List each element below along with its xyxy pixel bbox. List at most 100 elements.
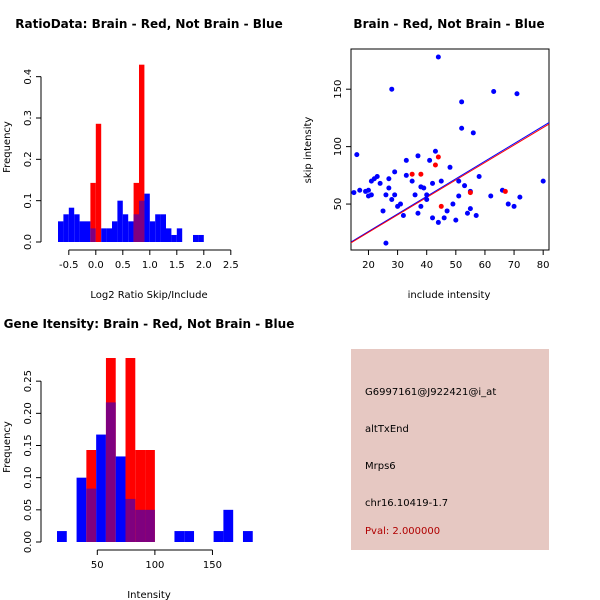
x-tick-label: 100 bbox=[145, 560, 164, 571]
not-brain-bar bbox=[74, 214, 80, 242]
not-brain-bar bbox=[198, 234, 204, 242]
brain-point bbox=[432, 162, 438, 168]
not-brain-bar bbox=[106, 228, 112, 242]
not-brain-point bbox=[447, 164, 453, 170]
not-brain-point bbox=[392, 192, 398, 198]
not-brain-bar bbox=[76, 477, 87, 542]
x-tick-label: 2.5 bbox=[223, 260, 239, 271]
x-tick-label: 0.0 bbox=[88, 260, 104, 271]
not-brain-point bbox=[473, 213, 479, 219]
not-brain-point bbox=[368, 192, 374, 198]
scatter-xlabel: include intensity bbox=[408, 290, 491, 301]
x-tick-label: 20 bbox=[362, 260, 375, 271]
brain-bar bbox=[133, 182, 139, 242]
y-tick-label: 50 bbox=[333, 198, 344, 211]
not-brain-point bbox=[453, 217, 459, 223]
not-brain-point bbox=[409, 178, 415, 184]
scatter-plot-box bbox=[350, 48, 550, 251]
not-brain-point bbox=[377, 180, 383, 186]
not-brain-bar bbox=[112, 221, 118, 242]
not-brain-bar bbox=[166, 228, 172, 242]
scatter-panel: Brain - Red, Not Brain - Blue include in… bbox=[303, 17, 550, 301]
info-panel: G6997161@J922421@i_at altTxEnd Mrps6 chr… bbox=[351, 349, 549, 550]
y-tick-label: 0.0 bbox=[23, 234, 34, 250]
ratio-histogram-ylabel: Frequency bbox=[2, 121, 13, 173]
x-tick-label: 150 bbox=[203, 560, 222, 571]
ratio-histogram-bars bbox=[58, 64, 204, 243]
ratio-histogram-title: RatioData: Brain - Red, Not Brain - Blue bbox=[15, 17, 282, 31]
brain-bar bbox=[95, 123, 102, 242]
brain-fit-line bbox=[350, 123, 550, 244]
y-tick-label: 0.15 bbox=[23, 434, 34, 456]
not-brain-bar bbox=[63, 214, 69, 242]
brain-point bbox=[438, 203, 444, 209]
not-brain-point bbox=[415, 210, 421, 216]
not-brain-point bbox=[462, 183, 468, 189]
gene-histogram-title: Gene Itensity: Brain - Red, Not Brain - … bbox=[4, 317, 295, 331]
not-brain-bar bbox=[57, 531, 67, 542]
not-brain-bar bbox=[242, 531, 253, 542]
not-brain-point bbox=[476, 173, 482, 179]
not-brain-bar bbox=[122, 214, 129, 242]
not-brain-point bbox=[386, 176, 392, 182]
brain-point bbox=[409, 171, 415, 177]
not-brain-point bbox=[464, 210, 470, 216]
brain-bar bbox=[135, 450, 146, 542]
overlap-bar bbox=[105, 402, 116, 542]
not-brain-bar bbox=[171, 234, 177, 242]
not-brain-point bbox=[424, 196, 430, 202]
not-brain-point bbox=[424, 192, 430, 198]
not-brain-bar bbox=[96, 434, 106, 542]
not-brain-point bbox=[354, 152, 360, 158]
ratio-histogram-xlabel: Log2 Ratio Skip/Include bbox=[90, 290, 207, 301]
y-tick-label: 0.3 bbox=[23, 110, 34, 126]
x-tick-label: 2.0 bbox=[196, 260, 212, 271]
gene-histogram-panel: Gene Itensity: Brain - Red, Not Brain - … bbox=[2, 317, 294, 600]
overlap-bar bbox=[125, 498, 136, 542]
not-brain-point bbox=[403, 172, 409, 178]
y-tick-label: 0.4 bbox=[23, 69, 34, 85]
y-tick-label: 0.05 bbox=[23, 499, 34, 521]
x-tick-label: 70 bbox=[508, 260, 521, 271]
not-brain-point bbox=[357, 187, 363, 193]
ratio-histogram-axes: -0.5 0.0 0.5 1.0 1.5 2.0 2.5 0.0 0.1 0.2 0.3 0.4 bbox=[23, 69, 239, 271]
not-brain-bar bbox=[213, 531, 224, 542]
x-tick-label: 60 bbox=[479, 260, 492, 271]
not-brain-point bbox=[459, 125, 465, 131]
not-brain-point bbox=[432, 148, 438, 154]
gene-histogram-axes: 50 100 150 0.00 0.05 0.10 0.15 0.20 0.25 bbox=[23, 370, 222, 571]
scatter-title: Brain - Red, Not Brain - Blue bbox=[353, 17, 544, 31]
x-tick-label: 40 bbox=[420, 260, 433, 271]
not-brain-point bbox=[389, 196, 395, 202]
not-brain-point bbox=[470, 130, 476, 136]
not-brain-point bbox=[488, 193, 494, 199]
not-brain-bar bbox=[117, 200, 123, 242]
not-brain-bar bbox=[223, 509, 234, 542]
not-brain-point bbox=[511, 203, 517, 209]
overlap-bar bbox=[86, 488, 97, 542]
not-brain-bar bbox=[149, 221, 156, 242]
overlap-bar bbox=[133, 214, 139, 242]
probe-id: G6997161@J922421@i_at bbox=[365, 387, 497, 398]
not-brain-point bbox=[430, 215, 436, 221]
y-tick-label: 0.2 bbox=[23, 151, 34, 167]
gene-histogram-xlabel: Intensity bbox=[127, 590, 171, 600]
scatter-points bbox=[351, 54, 546, 246]
not-brain-point bbox=[517, 194, 523, 200]
not-brain-point bbox=[383, 192, 389, 198]
not-brain-point bbox=[365, 187, 371, 193]
not-brain-point bbox=[435, 54, 441, 60]
y-tick-label: 0.00 bbox=[23, 531, 34, 553]
not-brain-point bbox=[398, 201, 403, 207]
y-tick-label: 0.10 bbox=[23, 467, 34, 489]
scatter-fit-lines bbox=[350, 122, 550, 244]
not-brain-point bbox=[505, 201, 511, 207]
x-tick-label: 50 bbox=[91, 560, 104, 571]
not-brain-point bbox=[444, 208, 450, 214]
scatter-axes: 20 30 40 50 60 70 80 50 100 150 bbox=[333, 80, 550, 271]
ratio-histogram-panel: RatioData: Brain - Red, Not Brain - Blue… bbox=[2, 17, 283, 301]
x-tick-label: 50 bbox=[449, 260, 462, 271]
x-tick-label: 80 bbox=[537, 260, 550, 271]
not-brain-point bbox=[374, 173, 380, 179]
